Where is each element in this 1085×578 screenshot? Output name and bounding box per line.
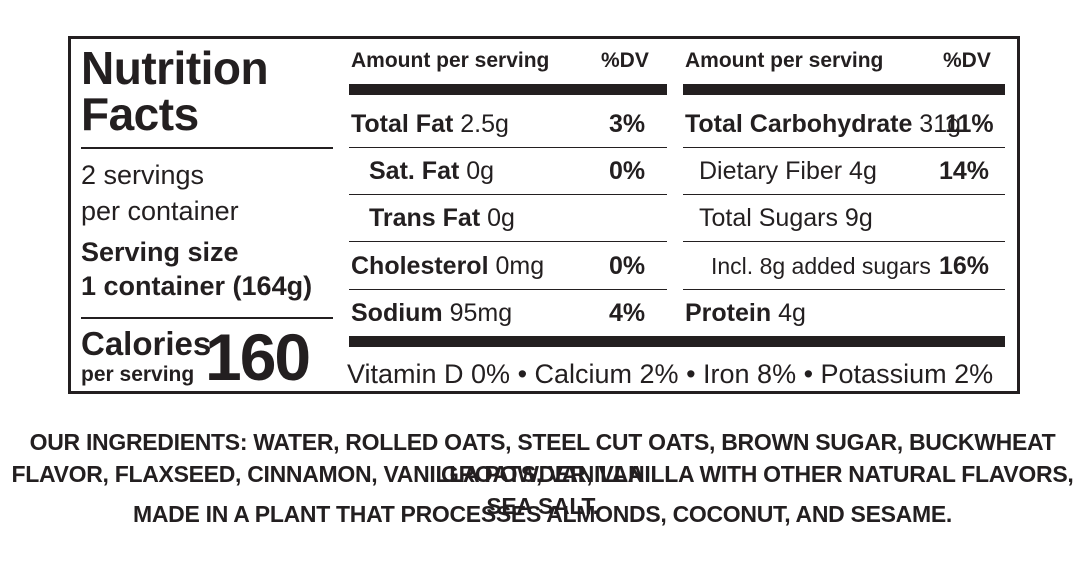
nutrient-amount: 31g [919, 109, 962, 138]
title-line-1: Nutrition [81, 42, 269, 94]
nutrient-amount: 0g [487, 203, 515, 232]
row-total-sugars: Total Sugars 9g [699, 195, 873, 241]
row-sat-fat: Sat. Fat 0g [369, 148, 494, 194]
title-line-2: Facts [81, 88, 199, 140]
nutrient-name: Total Fat [351, 109, 454, 138]
nutrient-name: Dietary Fiber 4g [699, 156, 877, 185]
calories-label: Calories [81, 325, 212, 362]
nutrient-dv: 16% [939, 251, 990, 280]
nutrient-dv: 0% [609, 251, 646, 280]
calories-value: 160 [205, 320, 311, 394]
nutrient-dv: 14% [939, 156, 990, 185]
serving-size: Serving size 1 container (164g) [81, 235, 312, 303]
left-header-dv: %DV [601, 49, 649, 72]
row-divider [349, 289, 667, 290]
nutrient-dv: 3% [609, 109, 646, 138]
nutrient-name: Sodium [351, 298, 443, 327]
nutrient-amount: 95mg [449, 298, 513, 327]
row-divider [349, 241, 667, 242]
divider [81, 147, 333, 149]
nutrient-name: Sat. Fat [369, 156, 460, 185]
thick-bar [349, 84, 667, 95]
row-divider [683, 241, 1005, 242]
row-cholesterol: Cholesterol 0mg [351, 243, 544, 289]
row-dietary-fiber: Dietary Fiber 4g [699, 148, 877, 194]
nutrient-dv: 11% [945, 109, 994, 138]
nutrient-name: Incl. 8g added sugars [711, 252, 931, 279]
row-divider [683, 289, 1005, 290]
vitamins-minerals: Vitamin D 0% • Calcium 2% • Iron 8% • Po… [347, 359, 994, 389]
servings-per-container: 2 servings per container [81, 157, 239, 229]
nutrient-name: Protein [685, 298, 772, 327]
nutrient-dv: 4% [609, 298, 646, 327]
allergen-statement: MADE IN A PLANT THAT PROCESSES ALMONDS, … [133, 501, 952, 527]
row-divider [349, 147, 667, 148]
nutrient-amount: 2.5g [460, 109, 509, 138]
nutrient-amount: 4g [778, 298, 806, 327]
calories-per-serving: per serving [81, 363, 195, 386]
divider [81, 317, 333, 319]
nutrient-name: Total Carbohydrate [685, 109, 913, 138]
left-header-amount: Amount per serving [351, 49, 550, 72]
servings-line-2: per container [81, 196, 239, 226]
right-header-amount: Amount per serving [685, 49, 884, 72]
row-total-fat: Total Fat 2.5g [351, 101, 509, 147]
nutrient-amount: 0mg [495, 251, 545, 280]
row-divider [683, 147, 1005, 148]
row-protein: Protein 4g [685, 290, 806, 336]
row-divider [349, 194, 667, 195]
nutrient-dv: 0% [609, 156, 646, 185]
nutrient-name: Cholesterol [351, 251, 489, 280]
row-added-sugars: Incl. 8g added sugars [711, 243, 931, 289]
nutrient-name: Total Sugars 9g [699, 203, 873, 232]
nutrition-facts-title: Nutrition Facts [81, 42, 269, 140]
row-divider [683, 194, 1005, 195]
nutrition-facts-panel: Nutrition Facts 2 servings per container… [68, 36, 1020, 394]
nutrient-amount: 0g [466, 156, 495, 185]
row-total-carbohydrate: Total Carbohydrate 31g [685, 101, 961, 147]
servings-line-1: 2 servings [81, 160, 205, 190]
row-trans-fat: Trans Fat 0g [369, 195, 515, 241]
thick-bar-bottom [349, 336, 1005, 347]
row-sodium: Sodium 95mg [351, 290, 512, 336]
thick-bar [683, 84, 1005, 95]
nutrient-name: Trans Fat [369, 203, 481, 232]
ingredients-line-2: FLAVOR, FLAXSEED, CINNAMON, VANILLA POWD… [11, 461, 1074, 519]
serving-size-line-1: Serving size [81, 237, 239, 267]
ingredients-line-1: OUR INGREDIENTS: WATER, ROLLED OATS, STE… [29, 429, 1056, 487]
serving-size-line-2: 1 container (164g) [81, 271, 313, 301]
right-header-dv: %DV [943, 49, 991, 72]
